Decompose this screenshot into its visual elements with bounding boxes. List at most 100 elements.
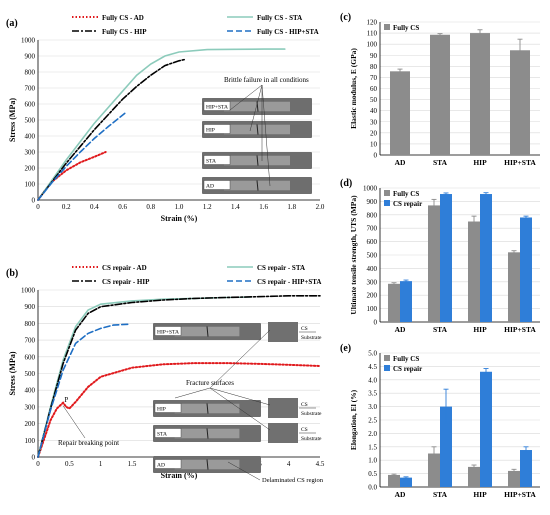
panel-label: (e) xyxy=(340,343,351,354)
y-tick-label: 100 xyxy=(367,41,378,49)
bar xyxy=(400,281,412,322)
bar xyxy=(468,221,480,322)
x-tick-label: 0.2 xyxy=(62,203,71,211)
y-tick-label: 120 xyxy=(367,19,378,27)
legend-swatch xyxy=(384,190,390,196)
fracture-photo xyxy=(268,322,298,342)
y-tick-label: 80 xyxy=(370,63,378,71)
bar xyxy=(428,205,440,322)
specimen-tag xyxy=(203,155,231,165)
specimen-label: AD xyxy=(157,463,165,469)
category-label: HIP xyxy=(473,490,487,499)
substrate-label: Substrate xyxy=(301,436,322,442)
y-tick-label: 0 xyxy=(374,319,378,327)
y-tick-label: 500 xyxy=(367,252,378,260)
x-axis-label: Strain (%) xyxy=(161,471,198,480)
y-tick-label: 400 xyxy=(25,387,36,395)
annotation-text: Brittle failure in all conditions xyxy=(224,76,309,84)
point-label: P xyxy=(64,396,68,404)
x-tick-label: 1.0 xyxy=(175,203,184,211)
x-tick-label: 2.0 xyxy=(316,203,325,211)
bar xyxy=(440,194,452,322)
legend-label: CS repair xyxy=(393,200,422,208)
x-tick-label: 0.4 xyxy=(90,203,99,211)
bar xyxy=(470,33,490,156)
fracture-line xyxy=(206,428,209,439)
annotation-text: Delaminated CS region xyxy=(262,477,324,484)
bar xyxy=(468,466,480,487)
y-tick-label: 1.5 xyxy=(368,443,377,451)
y-tick-label: 900 xyxy=(25,53,36,61)
bar xyxy=(480,194,492,322)
series-line xyxy=(37,48,286,201)
specimen-label: AD xyxy=(206,184,214,190)
x-tick-label: 1.2 xyxy=(203,203,212,211)
panel-label: (a) xyxy=(6,18,18,29)
specimen-inset: HIP+STA HIP STA AD CS Substrate CS Substrate CS S… xyxy=(58,322,324,484)
fracture-photo xyxy=(268,398,298,418)
y-tick-label: 50 xyxy=(370,96,378,104)
y-tick-label: 900 xyxy=(25,303,36,311)
fracture-photo xyxy=(268,423,298,443)
y-tick-label: 1000 xyxy=(363,185,378,193)
category-label: AD xyxy=(395,158,406,167)
y-tick-label: 90 xyxy=(370,52,378,60)
fracture-line xyxy=(206,459,209,470)
y-tick-label: 300 xyxy=(25,149,36,157)
y-axis-label: Elongation, El (%) xyxy=(349,389,358,450)
specimen-label: STA xyxy=(157,432,167,438)
category-label: AD xyxy=(395,490,406,499)
x-tick-label: 0.5 xyxy=(65,460,74,468)
category-label: HIP+STA xyxy=(504,490,536,499)
x-tick-label: 4 xyxy=(287,460,291,468)
specimen-label: HIP xyxy=(206,128,215,134)
specimen-tag xyxy=(154,459,182,469)
annotation-arrow xyxy=(227,461,261,481)
bar xyxy=(430,34,450,155)
y-tick-label: 1000 xyxy=(21,37,36,45)
legend-label: Fully CS xyxy=(393,190,419,198)
y-tick-label: 2.0 xyxy=(368,430,377,438)
y-tick-label: 110 xyxy=(367,30,378,38)
x-tick-label: 4.5 xyxy=(316,460,325,468)
cs-label: CS xyxy=(301,427,308,433)
bar xyxy=(510,50,530,156)
annotation-arrow xyxy=(261,84,271,187)
legend-label: CS repair - HIP xyxy=(102,278,150,286)
x-tick-label: 0.8 xyxy=(146,203,155,211)
y-tick-label: 500 xyxy=(25,117,36,125)
y-axis-label: Stress (MPa) xyxy=(8,98,17,142)
annotation-arrow xyxy=(229,84,263,111)
bar xyxy=(508,470,520,487)
panel-label: (c) xyxy=(340,12,351,23)
category-label: HIP xyxy=(473,325,487,334)
y-tick-label: 0 xyxy=(32,454,36,462)
legend-swatch xyxy=(384,365,390,371)
chart-panel-b: 0 100 200 300 400 500 600 700 800 900 1000 0 0.5 1 1.5… xyxy=(6,264,325,484)
substrate-label: Substrate xyxy=(301,411,322,417)
specimen-label: HIP+STA xyxy=(206,105,228,111)
specimen-label: STA xyxy=(206,159,216,165)
cs-label: CS xyxy=(301,402,308,408)
y-tick-label: 0.0 xyxy=(368,484,377,492)
y-tick-label: 30 xyxy=(370,118,378,126)
specimen-tag xyxy=(203,124,231,134)
specimen-tag xyxy=(154,326,182,336)
legend-label: CS repair xyxy=(393,365,422,373)
y-tick-label: 1.0 xyxy=(368,457,377,465)
annotation-text: Repair breaking point xyxy=(58,439,119,447)
bar xyxy=(508,252,520,322)
series-line xyxy=(37,58,187,201)
fracture-line xyxy=(206,326,209,337)
y-tick-label: 800 xyxy=(367,211,378,219)
cs-label: CS xyxy=(301,326,308,332)
y-tick-label: 1000 xyxy=(21,287,36,295)
y-tick-label: 100 xyxy=(367,305,378,313)
specimen-inset: HIP+STA HIP STA AD Brittle failure in all co… xyxy=(202,76,312,194)
legend-swatch xyxy=(384,24,390,30)
y-axis-label: Stress (MPa) xyxy=(8,351,17,395)
y-tick-label: 700 xyxy=(25,337,36,345)
x-tick-label: 1.5 xyxy=(128,460,137,468)
series-line xyxy=(37,294,321,458)
y-tick-label: 800 xyxy=(25,320,36,328)
